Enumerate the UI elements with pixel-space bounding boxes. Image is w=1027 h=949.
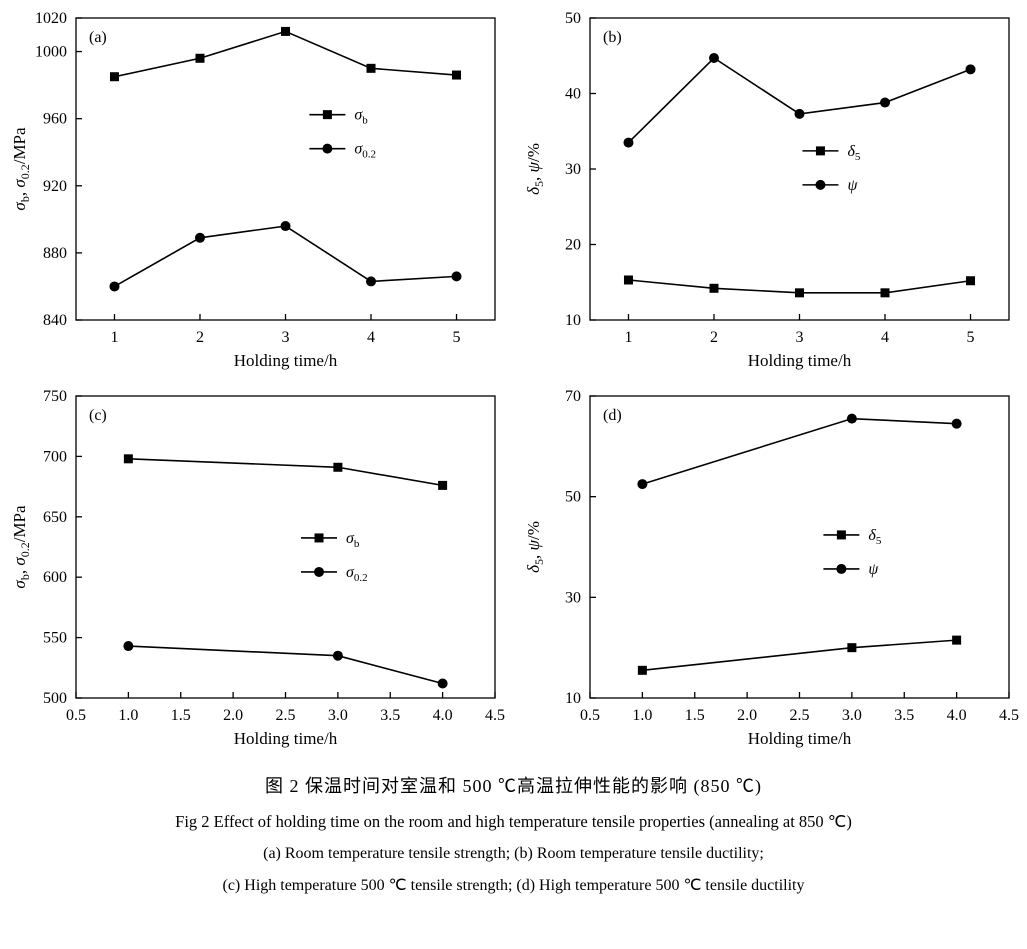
svg-text:500: 500: [43, 690, 67, 707]
svg-text:700: 700: [43, 448, 67, 465]
svg-text:σb: σb: [346, 530, 360, 550]
svg-text:4.5: 4.5: [485, 707, 505, 724]
svg-text:1: 1: [110, 329, 118, 346]
chart-panel-c: 0.5 1.0 1.5 2.0 2.5 3.0 3.5 4.0 4.5 500 550 600 650 7…: [6, 384, 511, 756]
svg-text:10: 10: [565, 312, 581, 329]
caption-sub-ab: (a) Room temperature tensile strength; (…: [263, 845, 764, 862]
svg-text:30: 30: [565, 161, 581, 178]
svg-text:ψ: ψ: [868, 561, 879, 578]
svg-text:2: 2: [710, 329, 718, 346]
svg-text:(c): (c): [89, 407, 107, 424]
svg-text:δ5, ψ/%: δ5, ψ/%: [524, 521, 546, 573]
svg-text:δ5, ψ/%: δ5, ψ/%: [524, 143, 546, 195]
svg-text:Holding time/h: Holding time/h: [234, 351, 338, 370]
caption-english: Fig 2 Effect of holding time on the room…: [175, 812, 852, 831]
svg-text:3.0: 3.0: [842, 707, 862, 724]
svg-text:3: 3: [796, 329, 804, 346]
svg-text:20: 20: [565, 237, 581, 254]
svg-text:σb, σ0.2/MPa: σb, σ0.2/MPa: [10, 505, 32, 589]
svg-text:880: 880: [43, 245, 67, 262]
svg-text:Holding time/h: Holding time/h: [234, 729, 338, 748]
svg-text:0.5: 0.5: [580, 707, 600, 724]
svg-text:1000: 1000: [35, 44, 67, 61]
svg-text:5: 5: [453, 329, 461, 346]
svg-text:30: 30: [565, 589, 581, 606]
svg-text:δ5: δ5: [847, 143, 860, 163]
svg-text:750: 750: [43, 388, 67, 405]
svg-text:2.0: 2.0: [737, 707, 757, 724]
svg-text:2.5: 2.5: [276, 707, 296, 724]
svg-text:σb, σ0.2/MPa: σb, σ0.2/MPa: [10, 127, 32, 211]
svg-text:σ0.2: σ0.2: [346, 564, 368, 584]
svg-text:550: 550: [43, 630, 67, 647]
svg-text:840: 840: [43, 312, 67, 329]
svg-text:σ0.2: σ0.2: [354, 141, 376, 161]
svg-text:1.0: 1.0: [632, 707, 652, 724]
svg-text:(b): (b): [603, 29, 622, 46]
chart-panel-a: 1 2 3 4 5 840 880 920 960 1000 1020 Holding time/h σ…: [6, 6, 511, 378]
svg-text:50: 50: [565, 10, 581, 27]
svg-text:50: 50: [565, 489, 581, 506]
svg-text:3: 3: [282, 329, 290, 346]
svg-text:3.5: 3.5: [894, 707, 914, 724]
svg-text:σb: σb: [354, 107, 368, 127]
svg-text:2.0: 2.0: [223, 707, 243, 724]
caption-sub-cd: (c) High temperature 500 ℃ tensile stren…: [222, 877, 805, 894]
svg-text:2.5: 2.5: [790, 707, 810, 724]
svg-text:(d): (d): [603, 407, 622, 424]
svg-text:10: 10: [565, 690, 581, 707]
svg-text:960: 960: [43, 111, 67, 128]
svg-text:4: 4: [881, 329, 889, 346]
svg-text:1.0: 1.0: [118, 707, 138, 724]
svg-text:4.0: 4.0: [433, 707, 453, 724]
caption-chinese: 图 2 保温时间对室温和 500 ℃高温拉伸性能的影响 (850 ℃): [265, 776, 762, 796]
svg-text:4.5: 4.5: [999, 707, 1019, 724]
svg-text:70: 70: [565, 388, 581, 405]
chart-panel-b: 1 2 3 4 5 10 20 30 40 50 Holding time/h δ5, ψ/% (b) δ…: [520, 6, 1025, 378]
svg-text:5: 5: [967, 329, 975, 346]
svg-text:1.5: 1.5: [171, 707, 191, 724]
svg-text:1020: 1020: [35, 10, 67, 27]
svg-text:δ5: δ5: [868, 527, 881, 547]
figure-captions: 图 2 保温时间对室温和 500 ℃高温拉伸性能的影响 (850 ℃) Fig …: [0, 772, 1027, 895]
svg-text:600: 600: [43, 569, 67, 586]
charts-grid: 1 2 3 4 5 840 880 920 960 1000 1020 Holding time/h σ…: [6, 6, 1025, 756]
svg-text:(a): (a): [89, 29, 107, 46]
svg-text:Holding time/h: Holding time/h: [748, 729, 852, 748]
svg-text:1: 1: [624, 329, 632, 346]
svg-text:1.5: 1.5: [685, 707, 705, 724]
svg-text:2: 2: [196, 329, 204, 346]
svg-text:4.0: 4.0: [947, 707, 967, 724]
svg-text:ψ: ψ: [847, 177, 858, 194]
svg-text:3.0: 3.0: [328, 707, 348, 724]
svg-text:4: 4: [367, 329, 375, 346]
svg-text:0.5: 0.5: [66, 707, 86, 724]
svg-text:Holding time/h: Holding time/h: [748, 351, 852, 370]
svg-text:650: 650: [43, 509, 67, 526]
chart-panel-d: 0.5 1.0 1.5 2.0 2.5 3.0 3.5 4.0 4.5 10 30 50 70 Holdi…: [520, 384, 1025, 756]
svg-text:920: 920: [43, 178, 67, 195]
svg-text:3.5: 3.5: [380, 707, 400, 724]
svg-text:40: 40: [565, 86, 581, 103]
